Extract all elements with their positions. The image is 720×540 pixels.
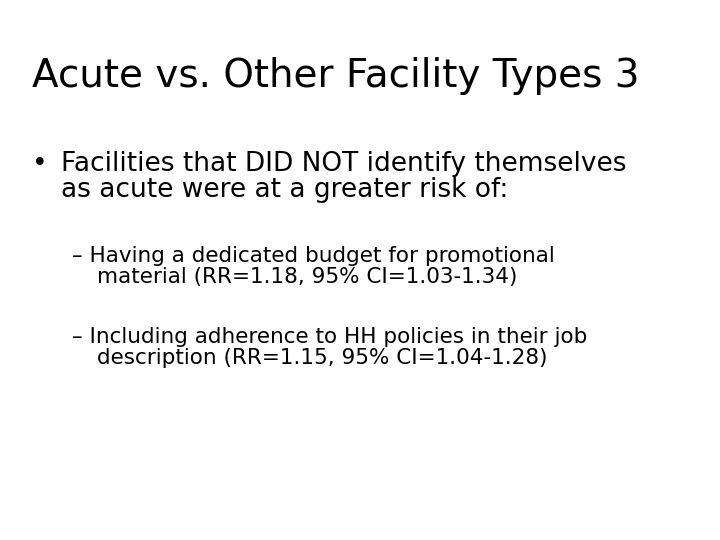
Text: Acute vs. Other Facility Types 3: Acute vs. Other Facility Types 3 bbox=[32, 57, 640, 94]
Text: material (RR=1.18, 95% CI=1.03-1.34): material (RR=1.18, 95% CI=1.03-1.34) bbox=[97, 267, 518, 287]
Text: Facilities that DID NOT identify themselves: Facilities that DID NOT identify themsel… bbox=[61, 151, 626, 177]
Text: •: • bbox=[32, 151, 48, 177]
Text: description (RR=1.15, 95% CI=1.04-1.28): description (RR=1.15, 95% CI=1.04-1.28) bbox=[97, 348, 548, 368]
Text: – Having a dedicated budget for promotional: – Having a dedicated budget for promotio… bbox=[72, 246, 554, 266]
Text: – Including adherence to HH policies in their job: – Including adherence to HH policies in … bbox=[72, 327, 588, 347]
Text: as acute were at a greater risk of:: as acute were at a greater risk of: bbox=[61, 177, 508, 203]
